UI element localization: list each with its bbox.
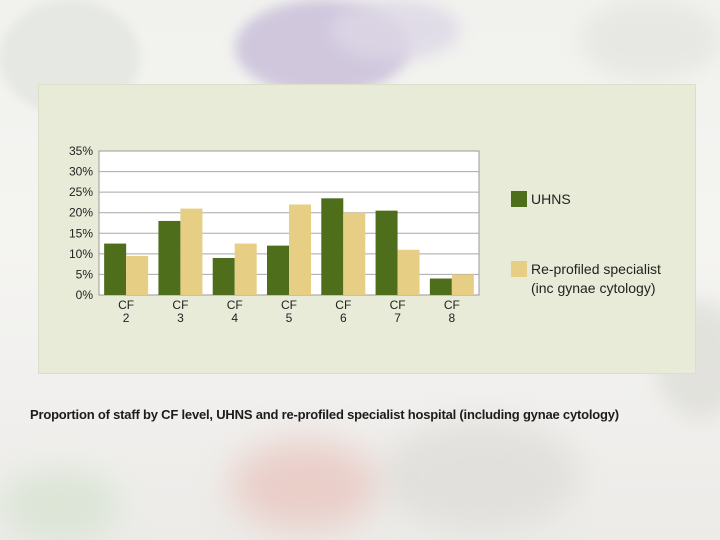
y-tick-label: 10% xyxy=(69,247,93,261)
y-tick-label: 30% xyxy=(69,165,93,179)
x-category-label: CF xyxy=(227,298,243,312)
bar-chart: 0%5%10%15%20%25%30%35% CF2CF3CF4CF5CF6CF… xyxy=(69,144,661,325)
y-tick-label: 35% xyxy=(69,144,93,158)
x-category-label: 7 xyxy=(394,311,401,325)
x-category-label: 5 xyxy=(286,311,293,325)
bar-uhns xyxy=(158,220,181,295)
x-category-label: CF xyxy=(444,298,460,312)
chart-caption: Proportion of staff by CF level, UHNS an… xyxy=(30,407,619,422)
y-axis-ticks: 0% 5% 10% 15% 20% 25% 30% 35% xyxy=(69,144,93,302)
legend-swatch-uhns xyxy=(511,191,527,207)
x-category-label: 8 xyxy=(449,311,456,325)
x-category-label: 2 xyxy=(123,311,130,325)
x-category-label: 6 xyxy=(340,311,347,325)
bar-reprofiled xyxy=(289,204,311,295)
bar-uhns xyxy=(212,257,235,295)
bar-uhns xyxy=(429,278,452,295)
bars xyxy=(104,198,474,295)
bar-uhns xyxy=(321,198,344,295)
y-tick-label: 25% xyxy=(69,185,93,199)
x-category-label: CF xyxy=(118,298,134,312)
bar-reprofiled xyxy=(234,243,257,295)
x-category-label: CF xyxy=(335,298,351,312)
y-tick-label: 0% xyxy=(76,288,94,302)
x-category-label: 4 xyxy=(231,311,238,325)
bar-reprofiled xyxy=(343,212,366,295)
legend-label-reprofiled: Re-profiled specialist xyxy=(531,261,661,277)
x-category-label: CF xyxy=(281,298,297,312)
bar-uhns xyxy=(104,243,127,295)
background-blur-glove-light xyxy=(330,0,460,60)
bar-uhns xyxy=(267,245,289,295)
background-blur-topright xyxy=(580,0,720,80)
background-blur-tray xyxy=(380,420,580,530)
bar-reprofiled xyxy=(451,274,474,295)
y-tick-label: 5% xyxy=(76,267,94,281)
chart-panel: 0% 5% 10% 15% 20% 25% 30% 35% CF 2 CF 3 CF 4 CF 5 CF 6 CF… xyxy=(38,84,696,374)
x-category-label: CF xyxy=(172,298,188,312)
legend: UHNS Re-profiled specialist (inc gynae c… xyxy=(511,191,661,296)
background-blur-green xyxy=(0,470,120,540)
bar-uhns xyxy=(375,210,398,295)
x-category-label: CF xyxy=(390,298,406,312)
legend-label-uhns: UHNS xyxy=(531,191,571,207)
x-category-label: 3 xyxy=(177,311,184,325)
legend-swatch-reprofiled xyxy=(511,261,527,277)
legend-label-reprofiled-line2: (inc gynae cytology) xyxy=(531,280,656,296)
background-blur-red xyxy=(230,440,380,530)
bar-reprofiled xyxy=(397,249,420,295)
bar-reprofiled xyxy=(126,255,149,295)
y-tick-label: 15% xyxy=(69,226,93,240)
y-tick-label: 20% xyxy=(69,206,93,220)
bar-reprofiled xyxy=(180,208,203,295)
